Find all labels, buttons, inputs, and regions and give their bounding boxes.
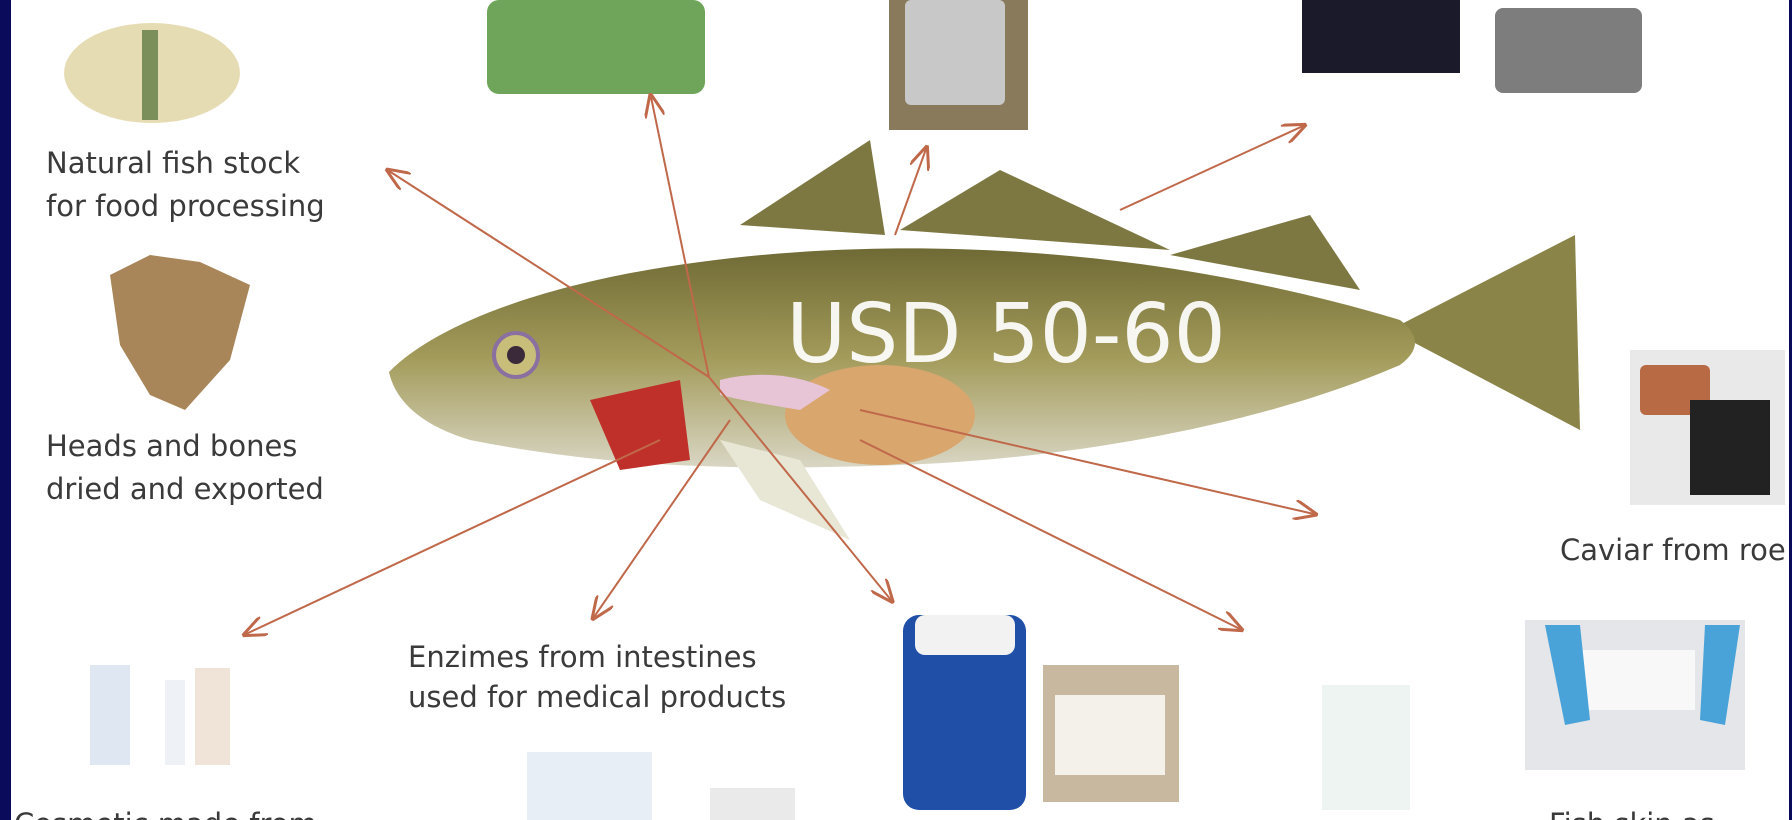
product-image	[1302, 0, 1460, 73]
eye	[507, 346, 525, 364]
caption: Cosmetic made from	[14, 807, 317, 820]
product-image	[1690, 400, 1770, 495]
caption: Enzimes from intestines	[408, 640, 757, 674]
caption: Natural fish stock	[46, 146, 300, 180]
product-image	[1055, 695, 1165, 775]
slide: USD 50-60 Natural fish stock for food pr…	[0, 0, 1792, 820]
caption: Caviar from roe	[1560, 533, 1786, 567]
product-image	[1322, 685, 1410, 810]
caption: dried and exported	[46, 472, 324, 506]
product-image	[487, 0, 705, 94]
value-label: USD 50-60	[786, 287, 1226, 382]
caption: Fish skin as	[1549, 807, 1715, 820]
product-image	[915, 615, 1015, 655]
product-image	[1495, 8, 1642, 93]
caption: used for medical products	[408, 680, 786, 714]
product-image	[90, 665, 130, 765]
product-image	[527, 752, 652, 820]
product-image	[165, 680, 185, 765]
caption: for food processing	[46, 189, 325, 223]
product-image	[905, 0, 1005, 105]
product-image	[1575, 650, 1695, 710]
product-image	[142, 30, 158, 120]
product-image	[710, 788, 795, 820]
page: USD 50-60 Natural fish stock for food pr…	[0, 0, 1792, 820]
product-image	[195, 668, 230, 765]
caption: Heads and bones	[46, 429, 297, 463]
